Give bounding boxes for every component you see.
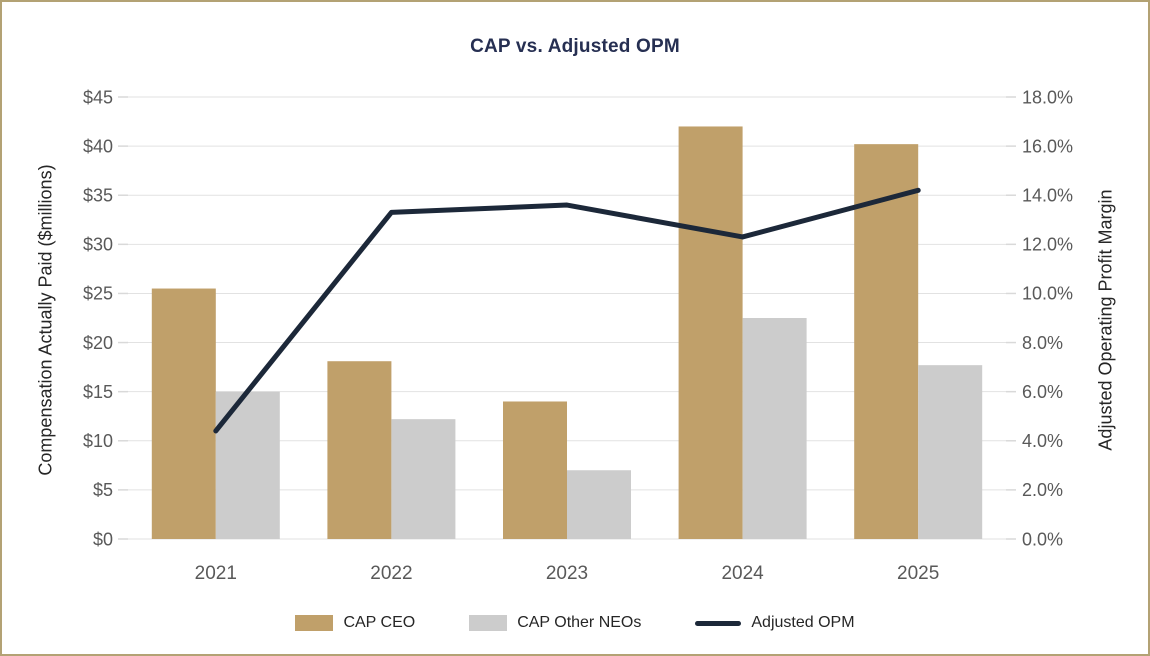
svg-text:4.0%: 4.0% [1022,431,1063,451]
svg-text:$20: $20 [83,333,113,353]
svg-text:2021: 2021 [195,563,237,584]
svg-text:2022: 2022 [370,563,412,584]
cap-other-neos-swatch-icon [469,615,508,631]
svg-text:6.0%: 6.0% [1022,382,1063,402]
legend-label-adjusted-opm: Adjusted OPM [751,614,855,631]
legend-item-adjusted-opm: Adjusted OPM [695,614,855,632]
svg-text:10.0%: 10.0% [1022,284,1073,304]
svg-text:$15: $15 [83,382,113,402]
legend-item-cap-other-neos: CAP Other NEOs [469,614,641,632]
legend-item-cap-ceo: CAP CEO [295,614,415,632]
svg-text:12.0%: 12.0% [1022,235,1073,255]
svg-text:2.0%: 2.0% [1022,480,1063,500]
svg-text:2025: 2025 [897,563,939,584]
svg-text:14.0%: 14.0% [1022,186,1073,206]
chart-title: CAP vs. Adjusted OPM [470,36,680,57]
svg-text:2024: 2024 [721,563,764,584]
cap-ceo-swatch-icon [295,615,334,631]
legend-label-cap-ceo: CAP CEO [343,614,416,631]
legend-label-cap-other-neos: CAP Other NEOs [517,614,642,631]
svg-text:$0: $0 [93,529,113,549]
svg-text:$30: $30 [83,235,113,255]
svg-text:$25: $25 [83,284,113,304]
svg-text:$45: $45 [83,87,113,107]
svg-text:$10: $10 [83,431,113,451]
svg-text:16.0%: 16.0% [1022,136,1073,156]
svg-text:8.0%: 8.0% [1022,333,1063,353]
svg-text:2023: 2023 [546,563,588,584]
legend: CAP CEO CAP Other NEOs Adjusted OPM [2,614,1148,632]
svg-text:$35: $35 [83,186,113,206]
svg-text:$40: $40 [83,136,113,156]
svg-text:$5: $5 [93,480,113,500]
adjusted-opm-line-icon [695,620,742,626]
svg-text:0.0%: 0.0% [1022,529,1063,549]
svg-text:18.0%: 18.0% [1022,87,1073,107]
